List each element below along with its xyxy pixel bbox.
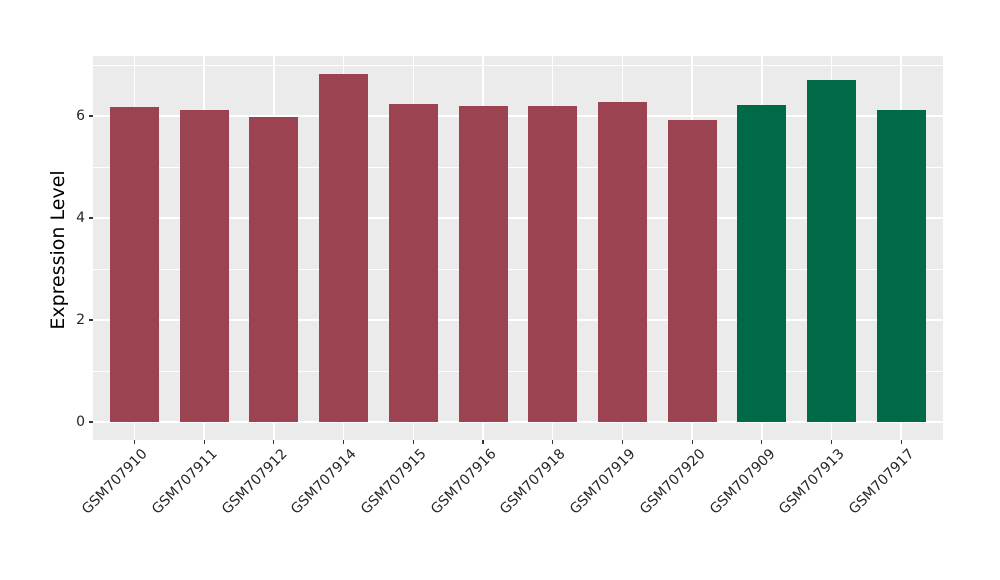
gridline-minor-y7	[93, 64, 943, 66]
gridline-minor-y3	[93, 268, 943, 270]
bar-GSM707916	[458, 105, 508, 422]
plot-panel	[93, 56, 943, 440]
x-tick-label-GSM707914: GSM707914	[288, 446, 360, 518]
y-tick-2	[89, 319, 93, 321]
x-tick-label-GSM707917: GSM707917	[845, 446, 918, 518]
gridline-minor-y5	[93, 166, 943, 168]
y-tick-label-2: 2	[76, 311, 85, 328]
gridline-major-y6	[93, 115, 943, 117]
bar-GSM707911	[179, 109, 229, 422]
bar-GSM707912	[249, 116, 299, 422]
x-tick-GSM707916	[482, 440, 484, 444]
x-tick-label-GSM707911: GSM707911	[148, 446, 221, 518]
y-tick-label-0: 0	[76, 413, 85, 430]
y-tick-4	[89, 217, 93, 219]
bar-GSM707914	[319, 73, 369, 422]
y-tick-label-4: 4	[76, 209, 85, 226]
x-tick-GSM707914	[343, 440, 345, 444]
x-tick-GSM707913	[830, 440, 833, 444]
gridline-major-y4	[93, 217, 943, 219]
bar-GSM707909	[737, 105, 787, 422]
bar-GSM707919	[597, 102, 647, 422]
x-tick-GSM707911	[203, 440, 205, 444]
x-tick-GSM707917	[900, 440, 902, 444]
x-tick-label-GSM707916: GSM707916	[427, 446, 500, 518]
x-tick-label-GSM707910: GSM707910	[79, 446, 151, 518]
gridline-major-y0	[93, 421, 943, 423]
x-tick-GSM707918	[552, 440, 554, 444]
x-tick-GSM707920	[691, 440, 693, 444]
x-tick-label-GSM707913: GSM707913	[776, 446, 848, 518]
x-tick-GSM707910	[133, 440, 136, 444]
y-tick-0	[89, 421, 93, 423]
gridline-major-y2	[93, 319, 943, 321]
y-tick-label-6: 6	[76, 107, 85, 124]
bar-GSM707920	[667, 120, 717, 422]
bar-GSM707918	[528, 106, 578, 422]
bar-GSM707910	[110, 107, 159, 422]
x-tick-label-GSM707918: GSM707918	[497, 446, 570, 518]
bar-GSM707915	[388, 103, 438, 422]
gridline-minor-y1	[93, 370, 943, 372]
y-tick-6	[89, 115, 93, 117]
x-tick-GSM707909	[761, 440, 763, 444]
x-tick-label-GSM707909: GSM707909	[706, 446, 779, 518]
x-tick-GSM707915	[412, 440, 414, 444]
bar-GSM707917	[876, 109, 926, 422]
y-axis-title: Expression Level	[47, 170, 69, 330]
bar-GSM707913	[807, 80, 856, 422]
x-tick-label-GSM707915: GSM707915	[358, 446, 430, 518]
x-tick-label-GSM707919: GSM707919	[567, 446, 639, 518]
x-tick-label-GSM707920: GSM707920	[636, 446, 709, 518]
x-tick-label-GSM707912: GSM707912	[218, 446, 291, 518]
x-tick-GSM707912	[273, 440, 275, 444]
x-tick-GSM707919	[621, 440, 623, 444]
